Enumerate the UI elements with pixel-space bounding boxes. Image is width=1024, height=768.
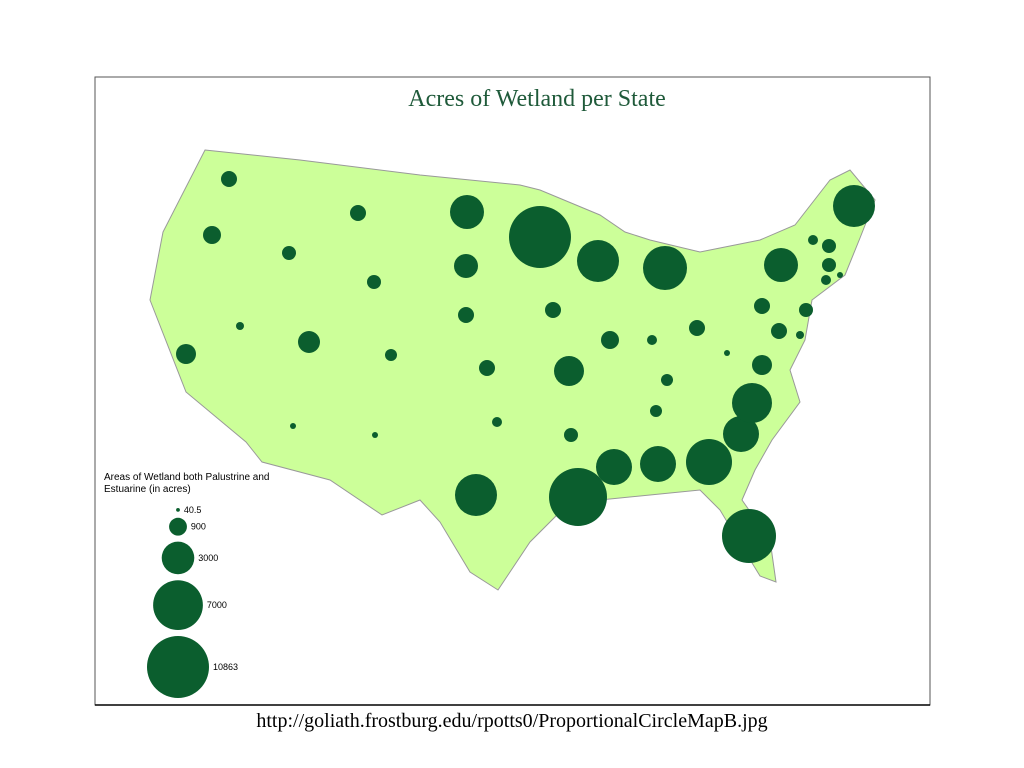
state-circle [549,468,607,526]
legend-circle [147,635,209,698]
state-circle [236,322,244,330]
legend-label: 900 [191,522,206,532]
state-circle [722,509,776,563]
state-circle [724,350,730,356]
state-circle [577,240,619,282]
state-circle [689,320,705,336]
state-circle [350,205,366,221]
map-title: Acres of Wetland per State [408,86,666,112]
state-circle [647,335,657,345]
state-circle [545,302,561,318]
state-circle [455,474,497,516]
state-circle [367,275,381,289]
state-circle [723,416,759,452]
state-circle [686,439,732,485]
state-circle [771,323,787,339]
state-circle [754,298,770,314]
state-circle [833,185,875,227]
state-circle [385,349,397,361]
caption: http://goliath.frostburg.edu/rpotts0/Pro… [256,710,768,732]
state-circle [732,383,772,423]
state-circle [837,272,843,278]
state-circles [176,171,875,563]
legend-circle [161,541,195,575]
state-circle [290,423,296,429]
legend-title: Areas of Wetland both Palustrine and Est… [104,472,270,495]
state-circle [764,248,798,282]
state-circle [796,331,804,339]
state-circle [822,258,836,272]
state-circle [454,254,478,278]
state-circle [458,307,474,323]
state-circle [282,246,296,260]
state-circle [596,449,632,485]
legend-label: 40.5 [184,505,202,515]
state-circle [661,374,673,386]
state-circle [203,226,221,244]
state-circle [509,206,571,268]
state-circle [650,405,662,417]
state-circle [372,432,378,438]
state-circle [221,171,237,187]
legend-circle [176,508,180,512]
legend-label: 7000 [207,600,227,610]
state-circle [564,428,578,442]
legend: 40.5 900 3000 7000 10863 [147,505,238,698]
state-circle [554,356,584,386]
state-circle [601,331,619,349]
state-circle [821,275,831,285]
state-circle [492,417,502,427]
state-circle [808,235,818,245]
legend-circle [153,580,203,630]
state-circle [643,246,687,290]
state-circle [822,239,836,253]
us-outline [149,149,876,591]
legend-label: 10863 [213,662,238,672]
state-circle [479,360,495,376]
state-circle [450,195,484,229]
state-circle [640,446,676,482]
state-circle [799,303,813,317]
legend-label: 3000 [198,553,218,563]
state-circle [176,344,196,364]
state-circle [298,331,320,353]
legend-circle [169,517,187,536]
state-circle [752,355,772,375]
